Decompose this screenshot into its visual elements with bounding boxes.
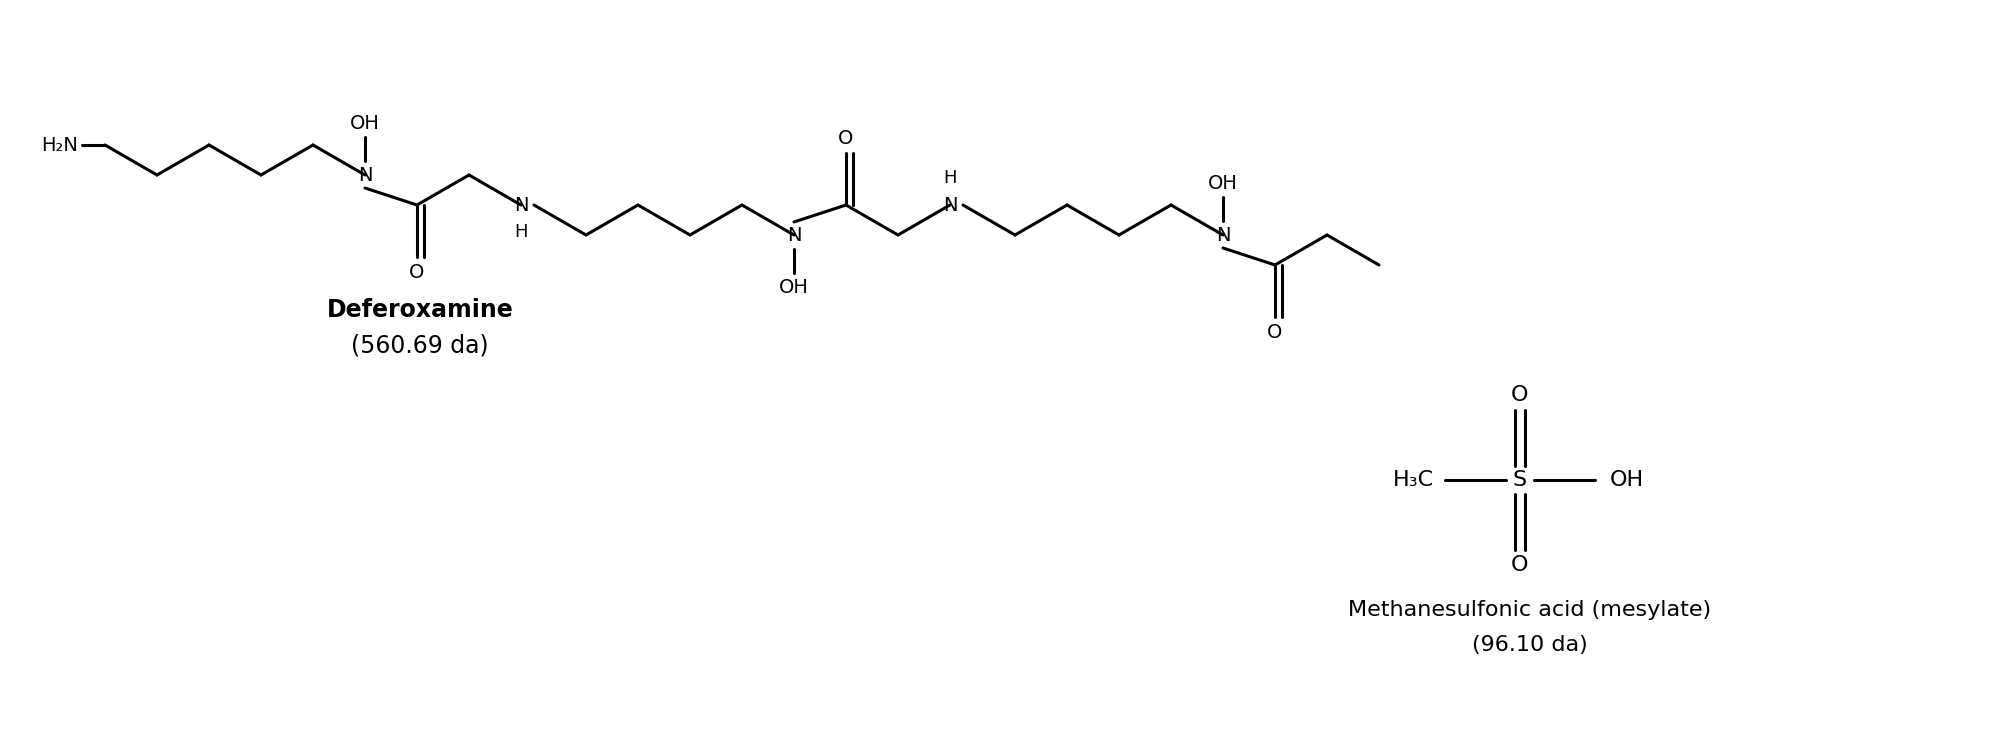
Text: O: O — [410, 262, 424, 282]
Text: OH: OH — [350, 114, 380, 132]
Text: H₂N: H₂N — [42, 135, 78, 154]
Text: OH: OH — [780, 278, 808, 296]
Text: H₃C: H₃C — [1392, 470, 1434, 490]
Text: Methanesulfonic acid (mesylate): Methanesulfonic acid (mesylate) — [1348, 600, 1712, 620]
Text: H: H — [514, 223, 528, 241]
Text: N: N — [786, 225, 802, 245]
Text: O: O — [1268, 322, 1282, 341]
Text: O: O — [838, 129, 854, 148]
Text: H: H — [944, 169, 956, 187]
Text: O: O — [1512, 555, 1528, 575]
Text: N: N — [514, 196, 528, 214]
Text: (560.69 da): (560.69 da) — [352, 333, 488, 357]
Text: N: N — [358, 166, 372, 185]
Text: OH: OH — [1610, 470, 1644, 490]
Text: O: O — [1512, 385, 1528, 405]
Text: Deferoxamine: Deferoxamine — [326, 298, 514, 322]
Text: N: N — [1216, 225, 1230, 245]
Text: OH: OH — [1208, 174, 1238, 192]
Text: (96.10 da): (96.10 da) — [1472, 635, 1588, 655]
Text: N: N — [942, 196, 958, 214]
Text: S: S — [1512, 470, 1528, 490]
